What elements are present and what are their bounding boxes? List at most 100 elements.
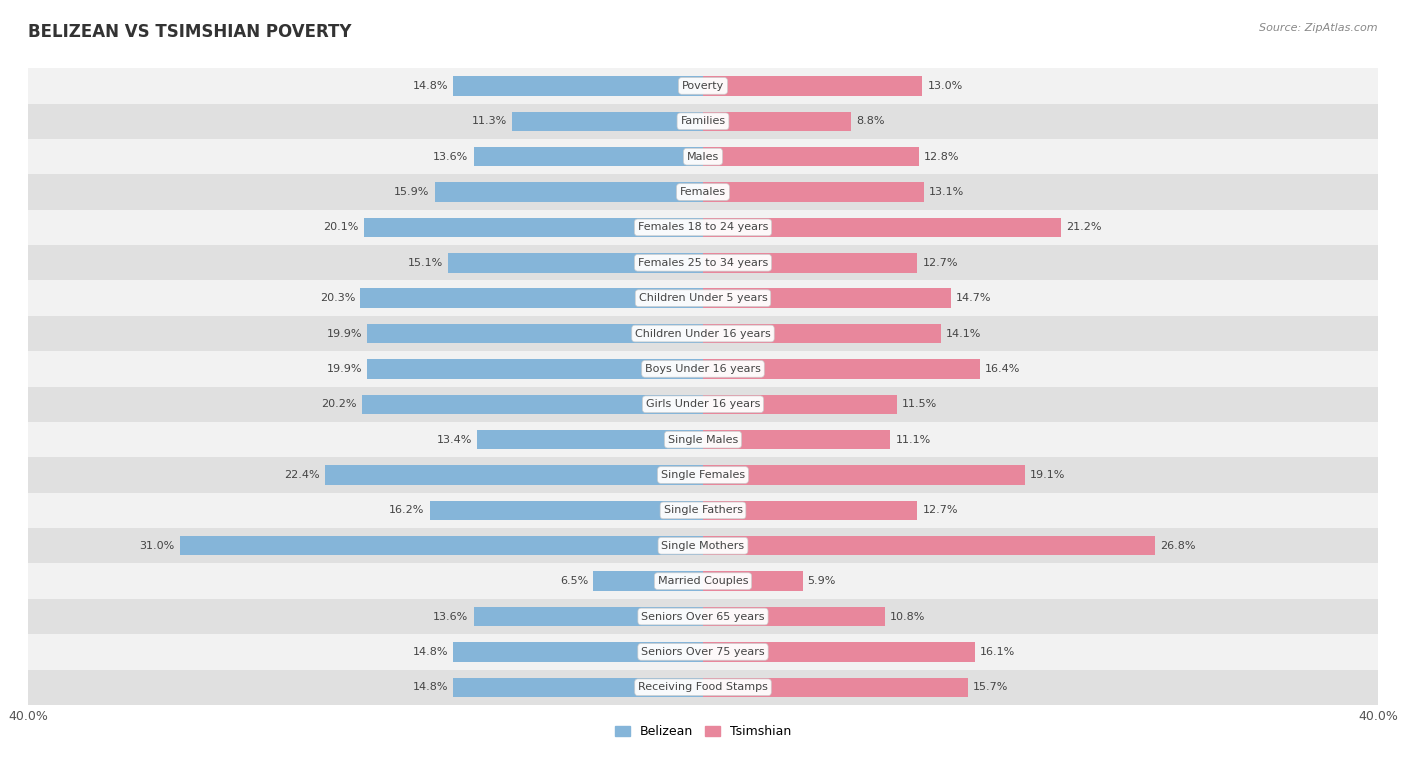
Bar — [703, 501, 917, 520]
Text: 14.8%: 14.8% — [413, 682, 449, 692]
Bar — [28, 174, 1378, 210]
Text: 14.8%: 14.8% — [413, 81, 449, 91]
Text: 21.2%: 21.2% — [1066, 222, 1101, 233]
Bar — [28, 493, 1378, 528]
Bar — [703, 147, 920, 167]
Text: 16.1%: 16.1% — [980, 647, 1015, 657]
Text: Seniors Over 75 years: Seniors Over 75 years — [641, 647, 765, 657]
Bar — [434, 183, 703, 202]
Text: 8.8%: 8.8% — [856, 116, 884, 127]
Bar — [28, 528, 1378, 563]
Bar — [28, 457, 1378, 493]
Text: 10.8%: 10.8% — [890, 612, 925, 622]
Text: 12.7%: 12.7% — [922, 258, 957, 268]
Bar — [28, 104, 1378, 139]
Text: Females 18 to 24 years: Females 18 to 24 years — [638, 222, 768, 233]
Bar — [325, 465, 703, 485]
Bar — [703, 572, 803, 591]
Bar — [453, 77, 703, 96]
Text: BELIZEAN VS TSIMSHIAN POVERTY: BELIZEAN VS TSIMSHIAN POVERTY — [28, 23, 352, 41]
Text: 20.3%: 20.3% — [321, 293, 356, 303]
Text: 19.9%: 19.9% — [326, 364, 363, 374]
Bar — [363, 394, 703, 414]
Text: Children Under 16 years: Children Under 16 years — [636, 328, 770, 339]
Bar — [367, 324, 703, 343]
Text: 14.8%: 14.8% — [413, 647, 449, 657]
Bar — [28, 634, 1378, 669]
Bar — [477, 430, 703, 449]
Text: Seniors Over 65 years: Seniors Over 65 years — [641, 612, 765, 622]
Bar — [703, 77, 922, 96]
Bar — [703, 218, 1060, 237]
Text: Source: ZipAtlas.com: Source: ZipAtlas.com — [1260, 23, 1378, 33]
Bar — [180, 536, 703, 556]
Bar — [28, 68, 1378, 104]
Text: Single Fathers: Single Fathers — [664, 506, 742, 515]
Text: Girls Under 16 years: Girls Under 16 years — [645, 399, 761, 409]
Bar — [28, 563, 1378, 599]
Text: 13.1%: 13.1% — [929, 187, 965, 197]
Bar — [474, 147, 703, 167]
Bar — [28, 599, 1378, 634]
Bar — [28, 280, 1378, 316]
Text: 22.4%: 22.4% — [284, 470, 321, 480]
Text: 15.1%: 15.1% — [408, 258, 443, 268]
Text: 12.8%: 12.8% — [924, 152, 959, 161]
Text: Poverty: Poverty — [682, 81, 724, 91]
Bar — [28, 669, 1378, 705]
Text: 15.9%: 15.9% — [394, 187, 430, 197]
Bar — [364, 218, 703, 237]
Bar — [28, 351, 1378, 387]
Text: 5.9%: 5.9% — [807, 576, 837, 586]
Text: Single Males: Single Males — [668, 434, 738, 445]
Text: 16.4%: 16.4% — [984, 364, 1021, 374]
Text: Children Under 5 years: Children Under 5 years — [638, 293, 768, 303]
Bar — [512, 111, 703, 131]
Text: 11.3%: 11.3% — [472, 116, 508, 127]
Bar — [703, 607, 886, 626]
Text: Females: Females — [681, 187, 725, 197]
Bar — [703, 253, 917, 273]
Bar — [28, 210, 1378, 245]
Text: 20.2%: 20.2% — [322, 399, 357, 409]
Text: Single Females: Single Females — [661, 470, 745, 480]
Text: 11.1%: 11.1% — [896, 434, 931, 445]
Text: 20.1%: 20.1% — [323, 222, 359, 233]
Bar — [703, 111, 852, 131]
Bar — [360, 288, 703, 308]
Bar — [703, 288, 950, 308]
Text: Males: Males — [688, 152, 718, 161]
Bar — [449, 253, 703, 273]
Bar — [28, 387, 1378, 422]
Text: 13.6%: 13.6% — [433, 612, 468, 622]
Text: 13.0%: 13.0% — [928, 81, 963, 91]
Bar — [703, 324, 941, 343]
Bar — [703, 183, 924, 202]
Bar — [430, 501, 703, 520]
Text: 14.7%: 14.7% — [956, 293, 991, 303]
Text: Females 25 to 34 years: Females 25 to 34 years — [638, 258, 768, 268]
Text: 19.9%: 19.9% — [326, 328, 363, 339]
Text: 26.8%: 26.8% — [1160, 540, 1195, 551]
Bar — [703, 678, 967, 697]
Legend: Belizean, Tsimshian: Belizean, Tsimshian — [609, 720, 797, 744]
Bar — [703, 394, 897, 414]
Bar — [703, 536, 1156, 556]
Text: Receiving Food Stamps: Receiving Food Stamps — [638, 682, 768, 692]
Bar — [28, 245, 1378, 280]
Text: Single Mothers: Single Mothers — [661, 540, 745, 551]
Text: 16.2%: 16.2% — [389, 506, 425, 515]
Text: 31.0%: 31.0% — [139, 540, 174, 551]
Text: 13.4%: 13.4% — [436, 434, 472, 445]
Text: 6.5%: 6.5% — [560, 576, 588, 586]
Text: 14.1%: 14.1% — [946, 328, 981, 339]
Text: 13.6%: 13.6% — [433, 152, 468, 161]
Text: 19.1%: 19.1% — [1031, 470, 1066, 480]
Bar — [703, 430, 890, 449]
Bar — [703, 465, 1025, 485]
Text: 11.5%: 11.5% — [903, 399, 938, 409]
Text: 15.7%: 15.7% — [973, 682, 1008, 692]
Bar — [453, 642, 703, 662]
Text: Married Couples: Married Couples — [658, 576, 748, 586]
Text: Boys Under 16 years: Boys Under 16 years — [645, 364, 761, 374]
